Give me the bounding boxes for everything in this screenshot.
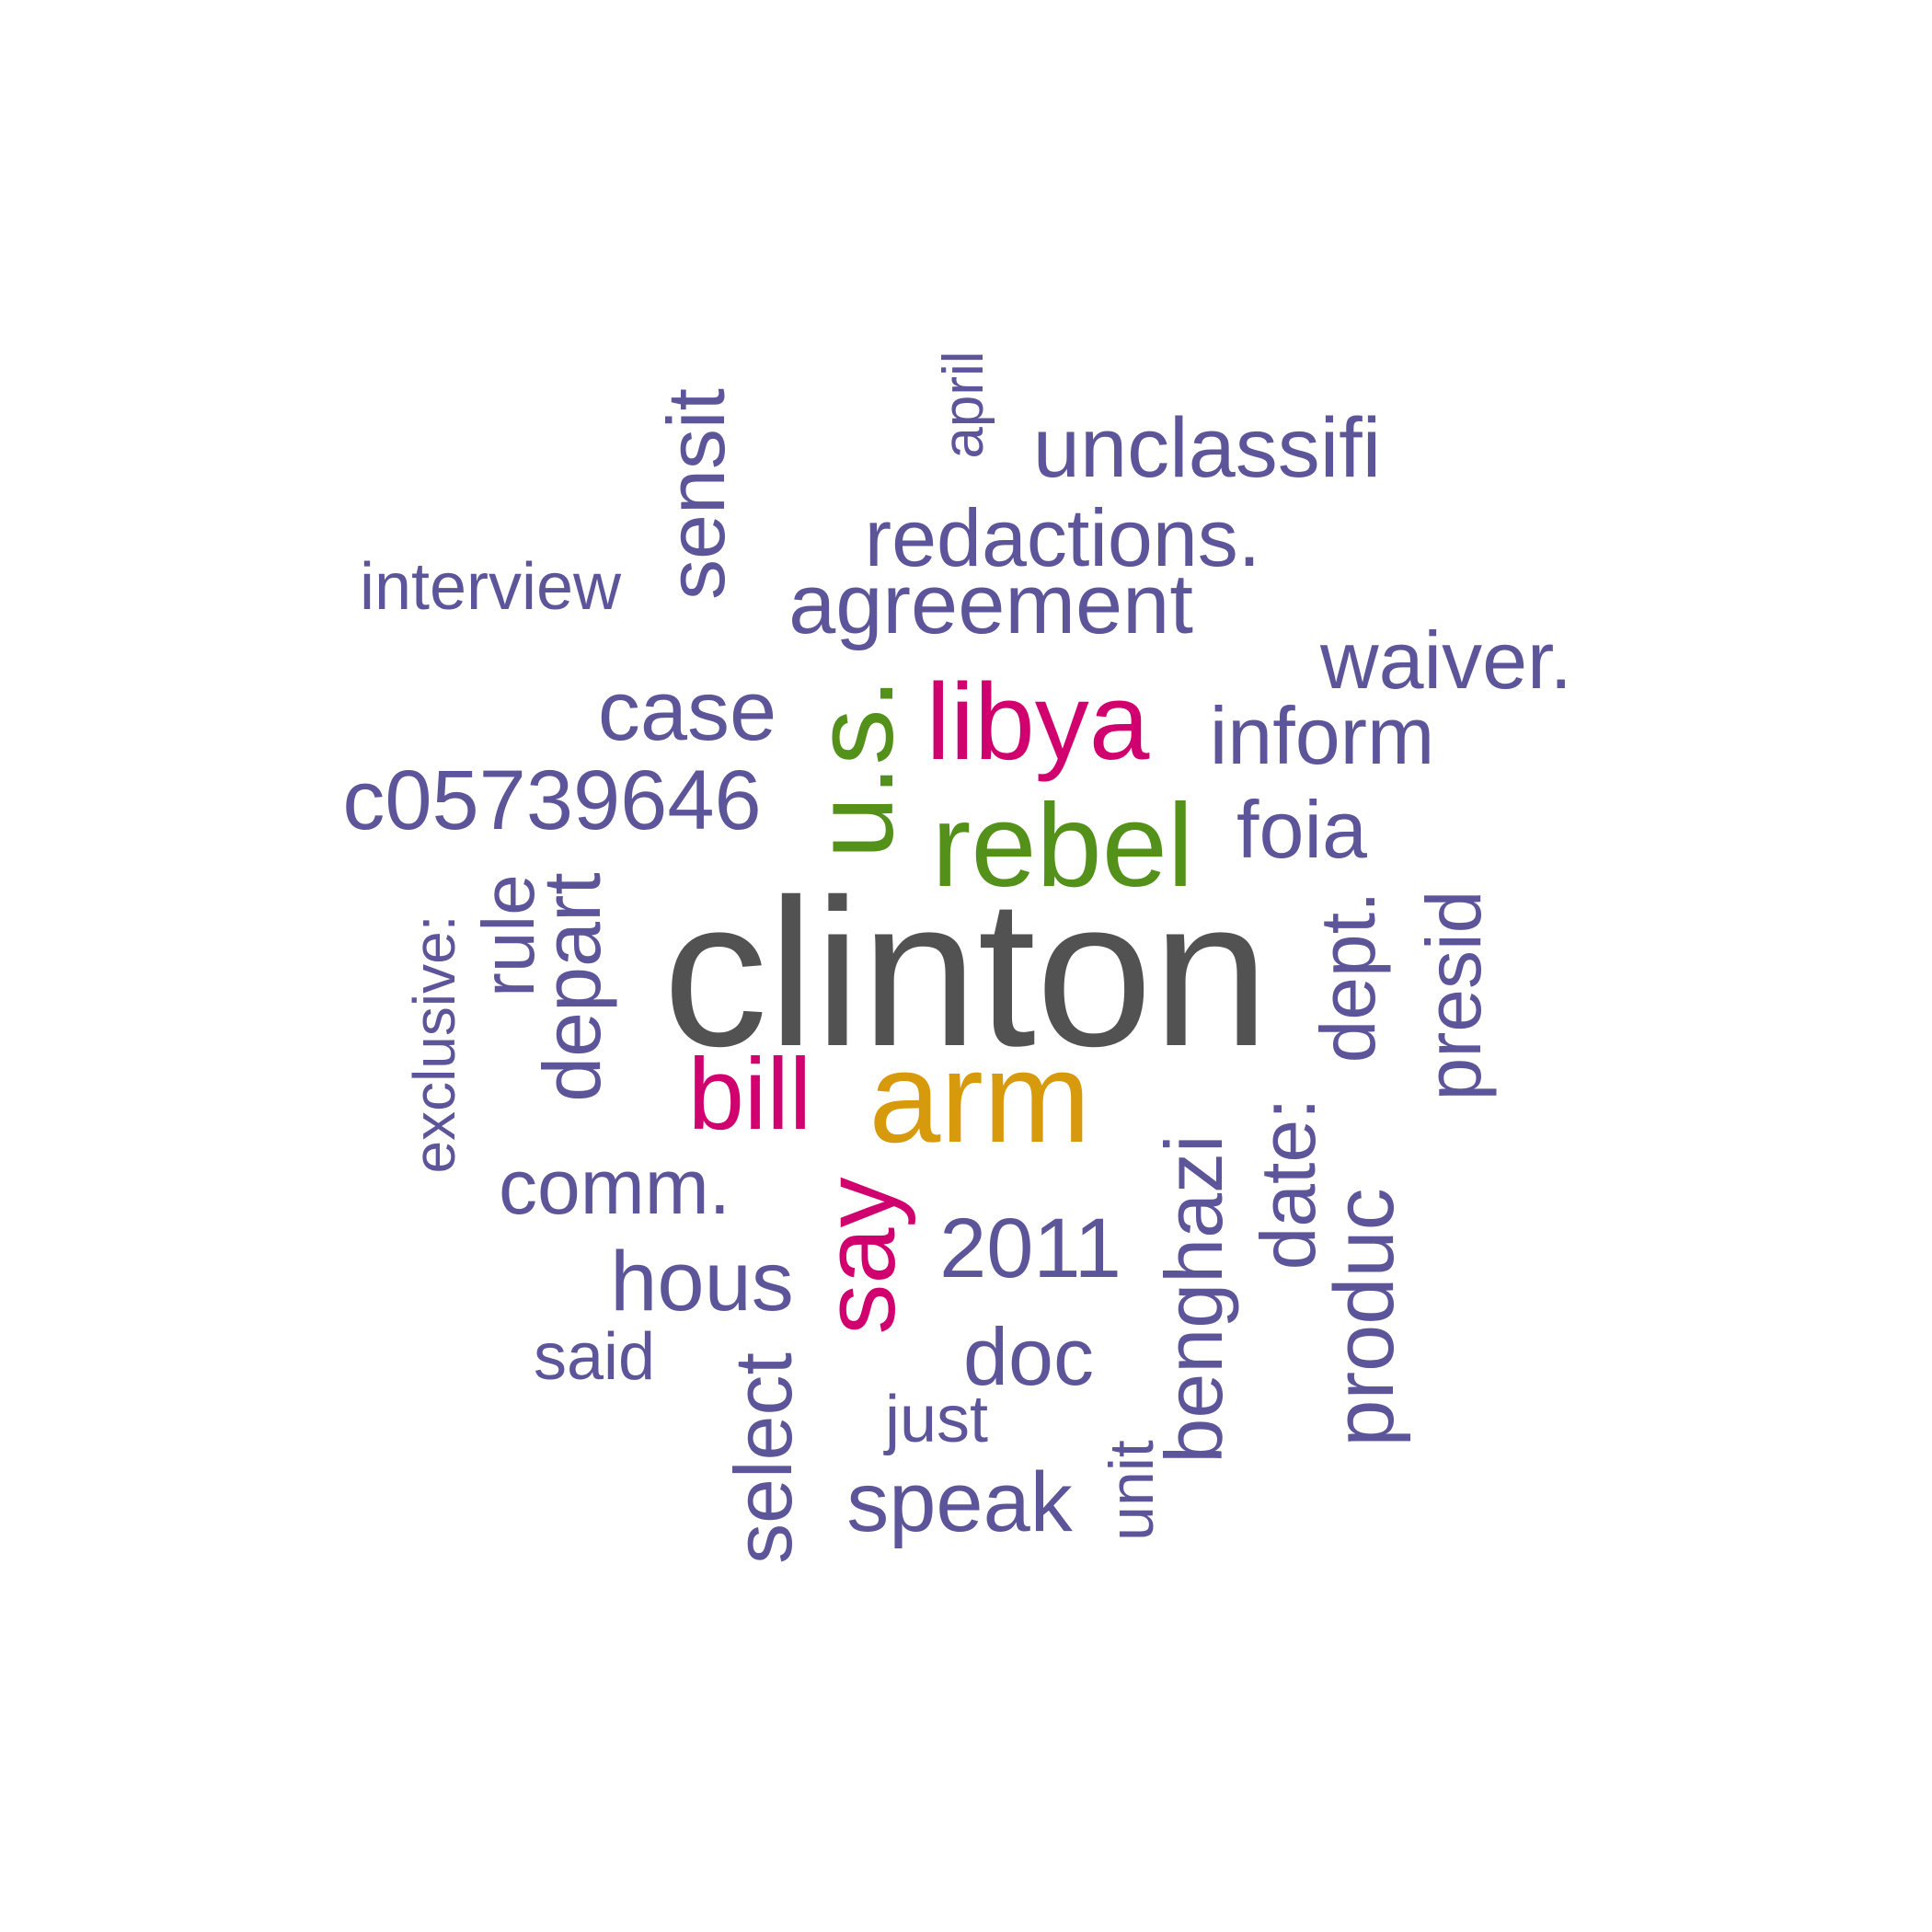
word-libya: libya xyxy=(926,661,1150,783)
word-bill: bill xyxy=(687,1038,812,1151)
word-april: april xyxy=(932,351,995,459)
word-c05739646: c05739646 xyxy=(342,753,762,847)
word-waiver: waiver. xyxy=(1320,615,1572,706)
word-agreement: agreement xyxy=(788,558,1193,651)
word-just: just xyxy=(884,1383,989,1456)
word-2011: 2011 xyxy=(939,1202,1121,1295)
word-produc: produc xyxy=(1317,1188,1411,1447)
word-comm: comm. xyxy=(499,1144,730,1230)
word-presid: presid xyxy=(1410,890,1497,1101)
word-clinton: clinton xyxy=(662,857,1270,1090)
word-us: u.s. xyxy=(791,677,916,859)
word-exclusive: exclusive: xyxy=(401,914,467,1174)
word-unclassifi: unclassifi xyxy=(1032,401,1382,495)
word-foia: foia xyxy=(1236,784,1367,875)
word-case: case xyxy=(597,664,777,758)
word-date: date: xyxy=(1245,1098,1331,1271)
word-sensit: sensit xyxy=(650,388,742,600)
word-said: said xyxy=(533,1320,656,1394)
word-depart: depart xyxy=(526,872,617,1102)
word-select: select xyxy=(718,1352,809,1564)
word-arm: arm xyxy=(868,1025,1091,1169)
word-redactions: redactions. xyxy=(864,492,1261,583)
word-interview: interview xyxy=(359,550,622,624)
word-unit: unit xyxy=(1097,1440,1167,1541)
word-rebel: rebel xyxy=(931,780,1194,912)
word-inform: inform xyxy=(1209,690,1435,781)
word-dept: dept. xyxy=(1305,891,1391,1064)
word-hous: hous xyxy=(610,1235,794,1328)
word-say: say xyxy=(803,1177,916,1335)
word-benghazi: benghazi xyxy=(1148,1134,1239,1464)
word-doc: doc xyxy=(963,1311,1094,1402)
word-speak: speak xyxy=(846,1455,1073,1549)
